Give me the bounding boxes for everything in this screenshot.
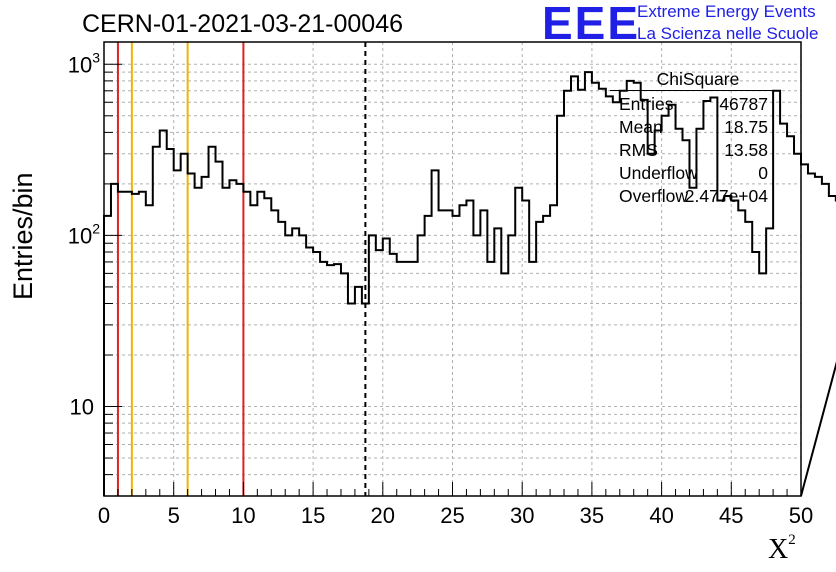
stats-value: 18.75 <box>724 117 768 137</box>
x-axis-label: X2 <box>768 531 796 566</box>
logo-line-2: La Scienza nelle Scuole <box>637 24 819 43</box>
x-tick-label: 5 <box>168 503 180 528</box>
stats-row-entries: Entries 46787 <box>610 93 776 116</box>
stats-row-overflow: Overflow 2.477e+04 <box>610 185 776 208</box>
histogram-series <box>103 71 836 497</box>
x-tick-label: 10 <box>231 503 255 528</box>
stats-value: 46787 <box>719 94 768 114</box>
stats-divider <box>610 90 776 91</box>
stats-key: Underflow <box>619 163 698 183</box>
x-tick-label: 50 <box>789 503 813 528</box>
x-axis-label-main: X <box>768 534 789 565</box>
stats-value: 2.477e+04 <box>684 186 768 206</box>
y-tick-label: 103 <box>68 49 100 77</box>
stats-value: 0 <box>758 163 768 183</box>
stats-row-rms: RMS 13.58 <box>610 139 776 162</box>
stats-box: ChiSquare Entries 46787 Mean 18.75 RMS 1… <box>610 68 776 208</box>
stats-key: RMS <box>619 140 658 160</box>
x-tick-label: 25 <box>440 503 464 528</box>
stats-row-underflow: Underflow 0 <box>610 162 776 185</box>
x-tick-label: 20 <box>371 503 395 528</box>
x-axis-label-sup: 2 <box>788 531 796 548</box>
eee-logo-mark: EEE <box>542 0 641 49</box>
y-tick-label: 102 <box>68 220 100 248</box>
logo-line-1: Extreme Energy Events <box>637 2 816 21</box>
stats-key: Overflow <box>619 186 689 206</box>
stats-value: 13.58 <box>724 140 768 160</box>
stats-row-mean: Mean 18.75 <box>610 116 776 139</box>
stats-key: Mean <box>619 117 663 137</box>
stats-title: ChiSquare <box>656 69 740 89</box>
x-tick-label: 30 <box>510 503 534 528</box>
y-tick-label: 10 <box>70 395 94 420</box>
x-tick-label: 0 <box>98 503 110 528</box>
stats-key: Entries <box>619 94 674 114</box>
x-tick-label: 45 <box>719 503 743 528</box>
x-tick-label: 40 <box>649 503 673 528</box>
chart-title: CERN-01-2021-03-21-00046 <box>82 10 404 38</box>
x-tick-label: 15 <box>301 503 325 528</box>
x-tick-label: 35 <box>580 503 604 528</box>
y-axis-label: Entries/bin <box>8 172 38 300</box>
